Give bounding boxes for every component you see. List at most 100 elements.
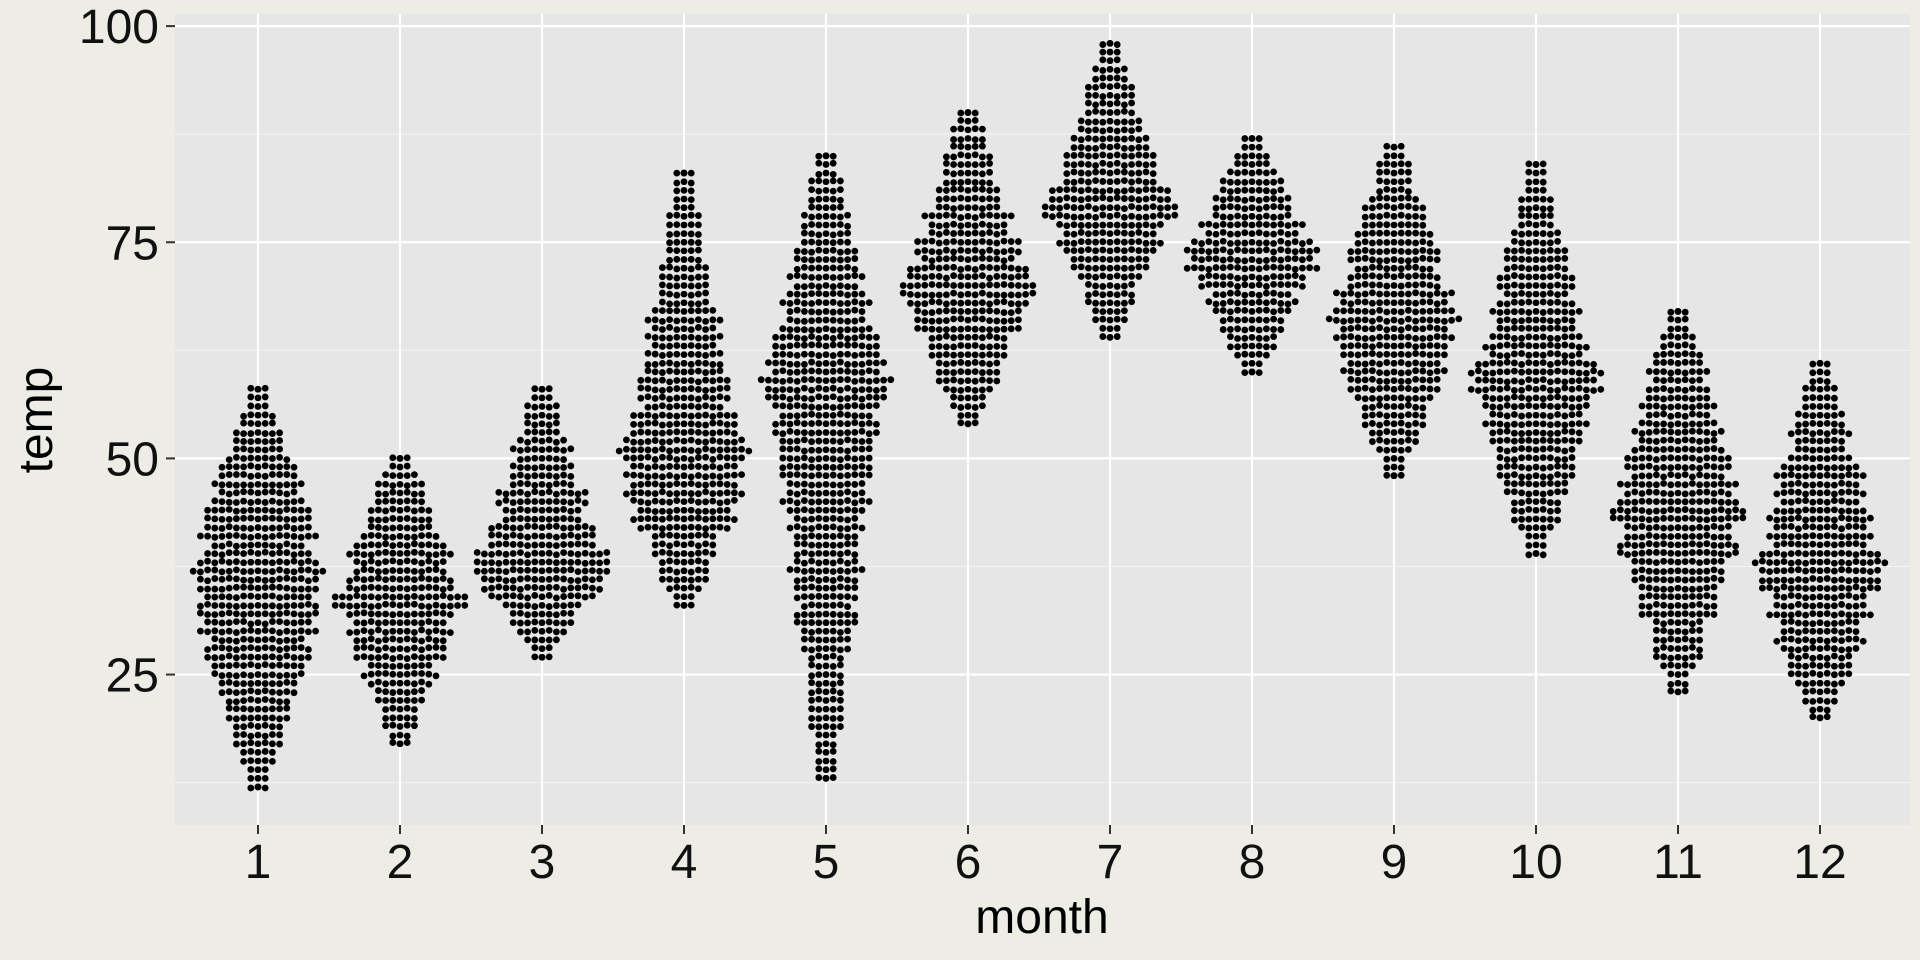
data-point	[1696, 636, 1703, 644]
data-point	[716, 367, 724, 375]
data-point	[1518, 479, 1525, 487]
data-point	[673, 473, 681, 481]
data-point	[305, 506, 312, 514]
data-point	[928, 291, 936, 299]
data-point	[1638, 490, 1646, 497]
data-point	[793, 341, 801, 349]
data-point	[1831, 594, 1838, 602]
data-point	[865, 334, 873, 341]
data-point	[1809, 506, 1817, 514]
data-point	[1270, 221, 1277, 229]
data-point	[1212, 194, 1220, 202]
data-point	[1041, 211, 1049, 219]
data-point	[545, 549, 553, 557]
data-point	[1128, 238, 1135, 246]
data-point	[1426, 334, 1434, 342]
data-point	[403, 704, 411, 712]
data-point	[269, 618, 276, 625]
data-point	[1376, 239, 1383, 246]
data-point	[502, 584, 510, 592]
data-point	[1219, 307, 1227, 314]
data-point	[695, 438, 702, 446]
data-point	[928, 229, 936, 236]
data-point	[589, 541, 596, 549]
data-point	[1645, 524, 1653, 532]
data-point	[531, 636, 539, 644]
data-point	[993, 351, 1001, 359]
data-point	[1554, 403, 1561, 411]
data-point	[553, 446, 560, 454]
data-point	[1092, 107, 1099, 115]
data-point	[1645, 462, 1653, 470]
data-point	[1299, 274, 1306, 282]
data-point	[957, 161, 965, 169]
data-point	[1255, 239, 1263, 247]
data-point	[1554, 429, 1561, 437]
data-point	[1511, 516, 1518, 524]
data-point	[1234, 160, 1241, 167]
data-point	[567, 445, 575, 453]
data-point	[1405, 177, 1412, 185]
data-point	[1816, 567, 1824, 575]
data-point	[1412, 367, 1419, 375]
data-point	[1681, 325, 1689, 333]
data-point	[1732, 549, 1739, 556]
data-point	[1532, 429, 1540, 436]
data-point	[1405, 168, 1412, 176]
data-point	[1135, 229, 1143, 236]
data-point	[716, 385, 724, 392]
data-point	[1838, 670, 1845, 678]
data-point	[1277, 228, 1285, 236]
data-point	[1340, 317, 1347, 325]
data-point	[1063, 222, 1071, 230]
data-point	[880, 393, 887, 401]
data-point	[389, 679, 397, 687]
data-point	[233, 445, 240, 453]
data-point	[986, 195, 993, 202]
data-point	[1255, 152, 1263, 160]
data-point-min	[538, 653, 546, 661]
data-point	[1653, 618, 1660, 625]
data-point	[971, 169, 979, 177]
data-point	[1831, 516, 1838, 524]
data-point	[1717, 498, 1725, 506]
data-point	[808, 714, 815, 722]
data-point	[389, 575, 397, 583]
data-point	[425, 593, 433, 601]
data-point	[233, 453, 240, 461]
data-point	[1085, 203, 1092, 210]
data-point	[247, 481, 255, 489]
data-point	[687, 350, 695, 358]
data-point	[439, 654, 447, 661]
data-point	[1248, 299, 1256, 307]
data-point	[844, 645, 851, 653]
data-point	[1518, 421, 1525, 429]
data-point	[971, 255, 979, 263]
data-point	[1795, 619, 1802, 627]
data-point	[1518, 473, 1525, 481]
data-point	[425, 541, 433, 549]
data-point	[1419, 230, 1427, 238]
data-point	[1568, 300, 1576, 308]
data-point	[276, 661, 283, 669]
data-point	[1653, 446, 1660, 454]
data-point	[623, 445, 630, 453]
data-point	[928, 343, 936, 351]
data-point	[950, 205, 957, 212]
data-point	[567, 515, 575, 523]
data-point	[1390, 282, 1398, 289]
data-point	[1525, 551, 1533, 559]
data-point	[1823, 593, 1831, 601]
data-point	[1291, 255, 1299, 263]
data-point	[1532, 282, 1540, 289]
data-point	[1809, 540, 1817, 548]
data-point	[666, 263, 673, 271]
data-point	[865, 464, 873, 472]
data-point	[723, 498, 731, 506]
data-point	[1419, 307, 1427, 315]
data-point	[986, 317, 993, 325]
data-point	[1433, 351, 1441, 358]
data-point	[1248, 325, 1256, 333]
data-point	[779, 367, 787, 375]
data-point	[290, 472, 298, 480]
